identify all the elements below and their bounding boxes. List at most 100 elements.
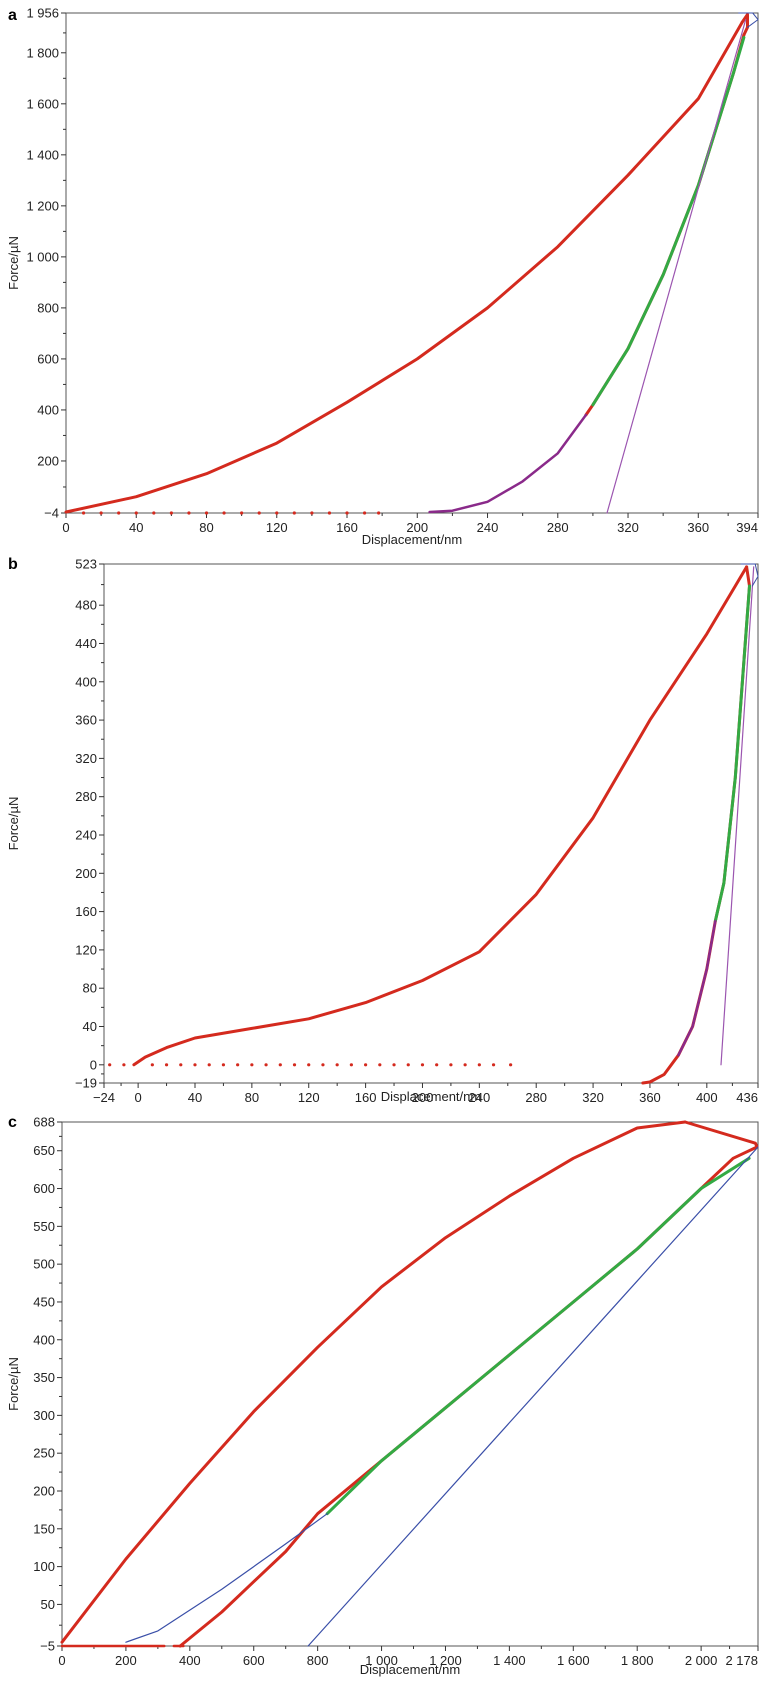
chart-panel-a: 0 40 80 120 160 200 240 280 320 360 394 −4 200 400 600…: [6, 6, 759, 547]
y-tick-label: 523: [75, 557, 97, 572]
series-loading: [60, 1120, 687, 1644]
x-tick-label: 200: [406, 520, 428, 535]
data-point: [122, 1063, 126, 1067]
panel-label: a: [8, 7, 17, 24]
data-point: [152, 511, 156, 515]
y-tick-label: 0: [90, 1057, 97, 1072]
y-tick-label: 688: [33, 1115, 55, 1130]
data-point: [221, 1063, 226, 1067]
y-tick-label: 80: [83, 981, 97, 996]
data-point: [187, 511, 191, 515]
x-tick-label: 280: [525, 1090, 547, 1105]
data-point: [420, 1063, 425, 1067]
x-tick-label: 120: [298, 1090, 320, 1105]
y-tick-label: 50: [41, 1597, 55, 1612]
data-point: [392, 1063, 396, 1067]
data-point: [250, 1063, 254, 1067]
x-tick-label: 200: [412, 1090, 434, 1105]
y-tick-label: 120: [75, 942, 97, 957]
chart-panel-c: 0 200 400 600 800 1 000 1 200 1 400 1 600 1 800 2 …: [6, 1114, 759, 1677]
x-tick-label: 600: [243, 1653, 265, 1668]
data-point: [435, 1063, 439, 1067]
data-point: [164, 1063, 169, 1067]
x-tick-label: 0: [58, 1653, 65, 1668]
data-point: [236, 1063, 240, 1067]
y-tick-label: 200: [75, 866, 97, 881]
y-tick-label: 650: [33, 1143, 55, 1158]
y-tick-label: 200: [37, 453, 59, 468]
y-tick-label: 1 600: [26, 96, 59, 111]
plot-frame: [65, 12, 759, 514]
x-axis-label: Displacement/nm: [360, 1662, 460, 1677]
data-point: [204, 511, 209, 515]
data-point: [150, 1063, 154, 1067]
series-tangent: [606, 19, 747, 514]
x-tick-label: 160: [355, 1090, 377, 1105]
series-tangent: [720, 566, 755, 1066]
x-tick-label: 1 200: [429, 1653, 462, 1668]
x-tick-label: 1 800: [621, 1653, 654, 1668]
y-tick-label: −5: [40, 1639, 55, 1654]
x-tick-label: 0: [135, 1090, 142, 1105]
y-tick-label: 1 800: [26, 45, 59, 60]
plot-frame: [61, 1121, 759, 1647]
series-tip-marker: [738, 12, 759, 28]
y-tick-label: 1 400: [26, 147, 59, 162]
x-axis-label: Displacement/nm: [362, 532, 462, 547]
series-baseline-dots: [81, 511, 381, 515]
series-loading: [64, 20, 744, 514]
y-tick-label: 300: [33, 1408, 55, 1423]
y-tick-label: 450: [33, 1294, 55, 1309]
x-tick-label: 400: [179, 1653, 201, 1668]
y-tick-label: 1 200: [26, 198, 59, 213]
y-tick-label: −4: [44, 506, 59, 521]
data-point: [310, 511, 314, 515]
x-tick-label: 360: [639, 1090, 661, 1105]
y-axis-label: Force/µN: [6, 1357, 21, 1411]
x-tick-label: 240: [477, 520, 499, 535]
y-tick-label: 100: [33, 1559, 55, 1574]
x-tick-label: 800: [307, 1653, 329, 1668]
y-tick-label: 400: [75, 674, 97, 689]
x-tick-label: 80: [199, 520, 213, 535]
data-point: [169, 511, 173, 515]
y-tick-label: 360: [75, 713, 97, 728]
y-tick-label: 320: [75, 751, 97, 766]
x-tick-label: 40: [188, 1090, 202, 1105]
plot-frame: [103, 563, 759, 1084]
data-point: [275, 511, 279, 515]
y-tick-label: 600: [33, 1181, 55, 1196]
data-point: [278, 1063, 282, 1067]
x-tick-label: 40: [129, 520, 143, 535]
data-point: [193, 1063, 197, 1067]
x-tick-label: 80: [245, 1090, 259, 1105]
y-tick-label: 350: [33, 1370, 55, 1385]
data-point: [99, 511, 103, 515]
data-point: [81, 511, 86, 515]
panel-label: c: [8, 1114, 17, 1131]
x-tick-label: 320: [582, 1090, 604, 1105]
y-tick-label: 400: [37, 402, 59, 417]
y-tick-label: 500: [33, 1257, 55, 1272]
x-tick-label: 394: [736, 520, 758, 535]
series-unloading-tail: [677, 919, 717, 1057]
series-tip-marker: [740, 563, 759, 587]
x-tick-label: 320: [617, 520, 639, 535]
data-point: [349, 1063, 353, 1067]
series-unloading-fit: [591, 36, 746, 407]
series-unloading-fit: [713, 584, 751, 923]
series-tangent: [307, 1146, 759, 1647]
data-point: [222, 511, 226, 515]
y-tick-label: 400: [33, 1332, 55, 1347]
y-axis-label: Force/µN: [6, 797, 21, 851]
data-point: [327, 511, 332, 515]
y-tick-label: 240: [75, 827, 97, 842]
y-tick-label: 440: [75, 636, 97, 651]
data-point: [449, 1063, 453, 1067]
x-tick-label: 280: [547, 520, 569, 535]
y-tick-label: 800: [37, 300, 59, 315]
x-tick-label: 200: [115, 1653, 137, 1668]
x-tick-label: 2 178: [725, 1653, 758, 1668]
y-tick-label: 40: [83, 1019, 97, 1034]
x-tick-label: 1 000: [365, 1653, 398, 1668]
